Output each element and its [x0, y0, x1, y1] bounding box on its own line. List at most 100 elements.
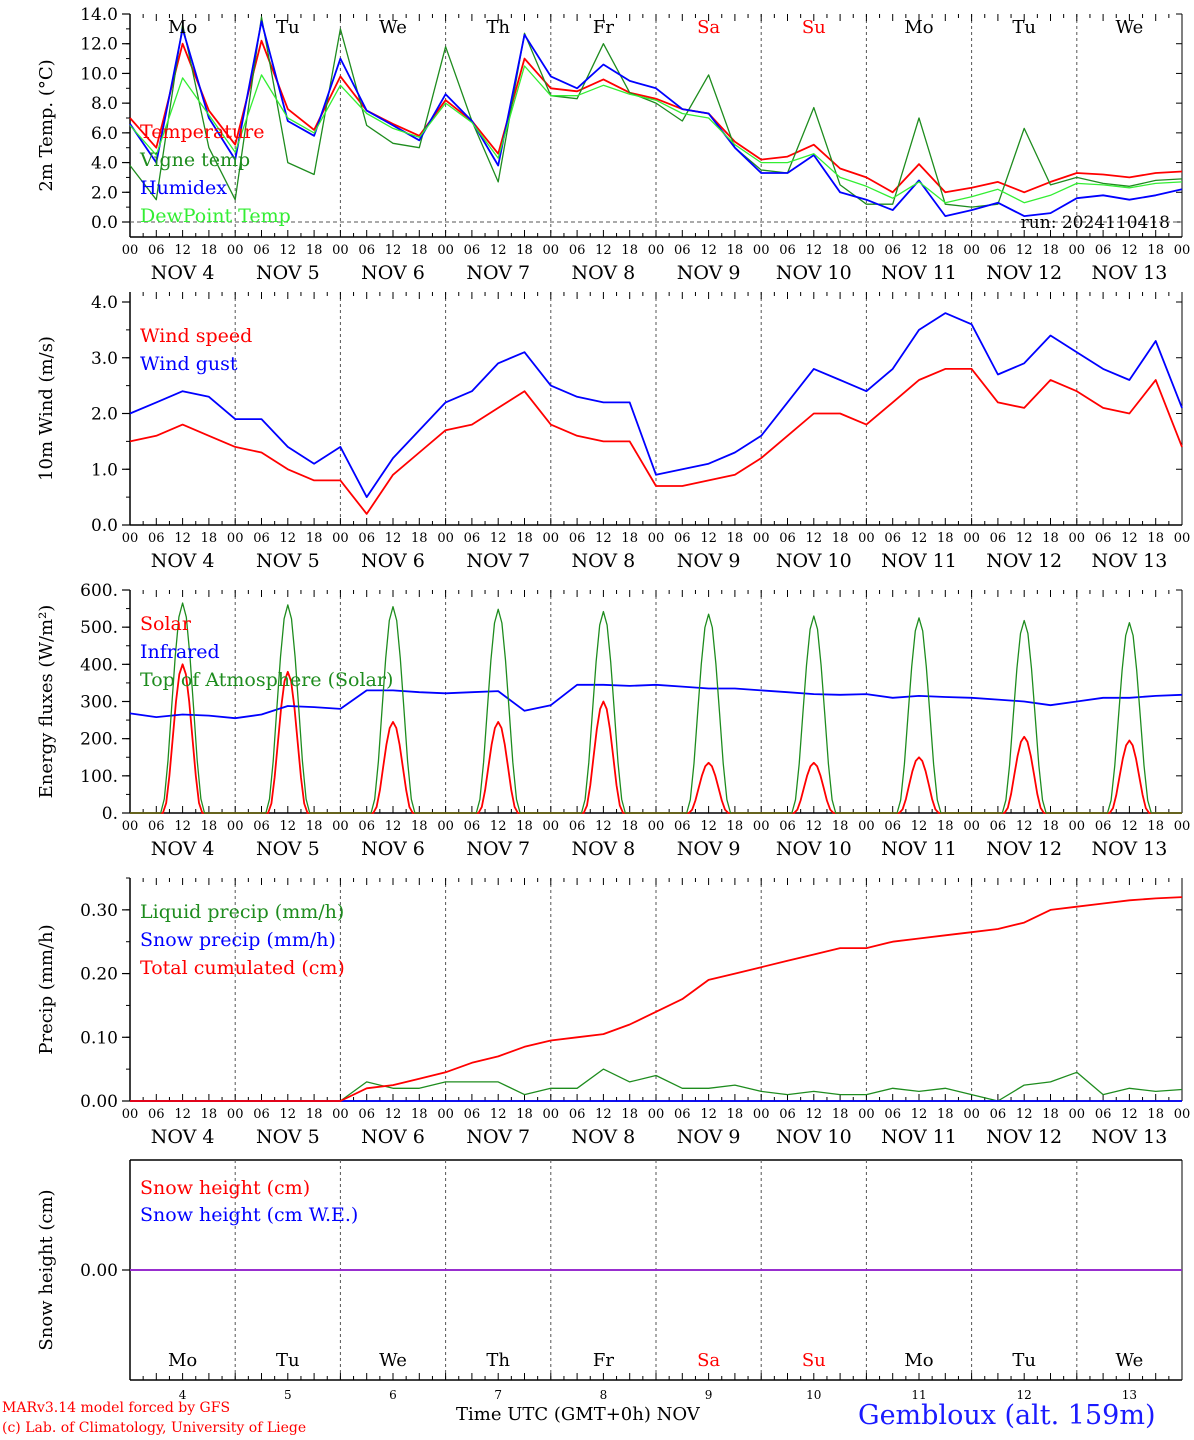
hour-label: 06 [1095, 243, 1112, 258]
day-name: Tu [276, 17, 300, 38]
day-date-label: NOV 9 [677, 262, 741, 284]
hour-label: 00 [1174, 243, 1191, 258]
y-tick-label: 6.0 [91, 124, 118, 144]
hour-label: 18 [1042, 531, 1059, 546]
day-name: Tu [1012, 17, 1036, 38]
day-name: We [379, 1350, 407, 1371]
hour-label: 18 [411, 531, 428, 546]
hour-label: 00 [437, 243, 454, 258]
series-line-dewpoint-temp [129, 65, 1183, 204]
hour-label: 00 [753, 531, 770, 546]
day-date-label: NOV 4 [151, 262, 215, 284]
hour-label: 06 [1095, 1107, 1112, 1122]
model-credit: MARv3.14 model forced by GFS [2, 1400, 231, 1416]
hour-label: 12 [1121, 819, 1138, 834]
hour-label: 00 [1069, 819, 1086, 834]
day-name: Tu [276, 1350, 300, 1371]
hour-label: 00 [963, 819, 980, 834]
hour-label: 00 [543, 243, 560, 258]
day-date-label: NOV 6 [361, 838, 425, 860]
hour-label: 06 [464, 243, 481, 258]
hour-label: 06 [358, 1107, 375, 1122]
y-tick-label: 10.0 [80, 64, 118, 84]
hour-label: 18 [201, 243, 218, 258]
hour-label: 06 [464, 819, 481, 834]
hour-label: 00 [227, 1107, 244, 1122]
day-date-label: NOV 5 [256, 550, 320, 572]
hour-label: 06 [779, 819, 796, 834]
day-date-label: NOV 13 [1091, 1126, 1167, 1148]
hour-label: 18 [516, 819, 533, 834]
hour-label: 18 [306, 243, 323, 258]
series-line-total-cumulated-cm- [130, 896, 1183, 1102]
day-name: Su [802, 17, 826, 38]
hour-label: 06 [148, 531, 165, 546]
day-date-label: NOV 11 [881, 262, 957, 284]
legend-entry: Snow precip (mm/h) [140, 929, 336, 951]
hour-label: 06 [148, 1107, 165, 1122]
day-name: Su [802, 1350, 826, 1371]
day-number-label: 11 [911, 1388, 926, 1402]
hour-label: 18 [832, 819, 849, 834]
day-date-label: NOV 4 [151, 1126, 215, 1148]
legend-entry: Solar [140, 613, 192, 635]
hour-label: 00 [543, 531, 560, 546]
hour-label: 06 [674, 819, 691, 834]
day-name: Fr [593, 1350, 614, 1371]
hour-label: 00 [122, 1107, 139, 1122]
y-tick-label: 3.0 [91, 349, 118, 369]
day-number-label: 10 [806, 1388, 821, 1402]
y-axis-title: Precip (mm/h) [36, 924, 57, 1054]
day-date-label: NOV 8 [572, 262, 636, 284]
day-date-label: NOV 8 [572, 1126, 636, 1148]
hour-label: 06 [253, 819, 270, 834]
day-number-label: 4 [179, 1388, 187, 1402]
day-date-label: NOV 10 [776, 550, 852, 572]
hour-label: 06 [569, 531, 586, 546]
y-tick-label: 0.0 [91, 213, 118, 233]
hour-label: 00 [963, 243, 980, 258]
legend-entry: Snow height (cm) [140, 1177, 310, 1199]
day-date-label: NOV 7 [466, 1126, 530, 1148]
day-date-label: NOV 11 [881, 1126, 957, 1148]
station-name: Gembloux (alt. 159m) [858, 1400, 1156, 1431]
y-tick-label: 4.0 [91, 293, 118, 313]
legend-entry: DewPoint Temp [140, 205, 291, 227]
hour-label: 12 [1121, 243, 1138, 258]
legend-entry: Temperature [140, 121, 264, 143]
hour-label: 18 [727, 819, 744, 834]
hour-label: 18 [201, 531, 218, 546]
hour-label: 18 [937, 819, 954, 834]
hour-label: 00 [648, 1107, 665, 1122]
day-date-label: NOV 9 [677, 1126, 741, 1148]
hour-label: 00 [858, 243, 875, 258]
day-date-label: NOV 9 [677, 550, 741, 572]
hour-label: 12 [911, 243, 928, 258]
day-name: Mo [168, 1350, 197, 1371]
hour-label: 12 [806, 1107, 823, 1122]
hour-label: 18 [621, 243, 638, 258]
hour-label: 06 [1095, 819, 1112, 834]
series-line-top-of-atmosphere-solar- [130, 602, 1182, 814]
day-number-label: 6 [389, 1388, 397, 1402]
day-number-label: 9 [705, 1388, 713, 1402]
hour-label: 00 [122, 243, 139, 258]
hour-label: 12 [700, 531, 717, 546]
hour-label: 18 [306, 531, 323, 546]
hour-label: 06 [569, 243, 586, 258]
hour-label: 18 [1147, 819, 1164, 834]
hour-label: 12 [595, 531, 612, 546]
hour-label: 18 [411, 243, 428, 258]
hour-label: 12 [385, 819, 402, 834]
hour-label: 00 [543, 819, 560, 834]
hour-label: 00 [437, 1107, 454, 1122]
day-name: We [1116, 1350, 1144, 1371]
hour-label: 00 [332, 819, 349, 834]
hour-label: 12 [1016, 243, 1033, 258]
hour-label: 12 [911, 1107, 928, 1122]
hour-label: 06 [1095, 531, 1112, 546]
hour-label: 06 [990, 243, 1007, 258]
legend-entry: Top of Atmosphere (Solar) [140, 669, 393, 691]
hour-label: 00 [963, 1107, 980, 1122]
hour-label: 00 [648, 531, 665, 546]
